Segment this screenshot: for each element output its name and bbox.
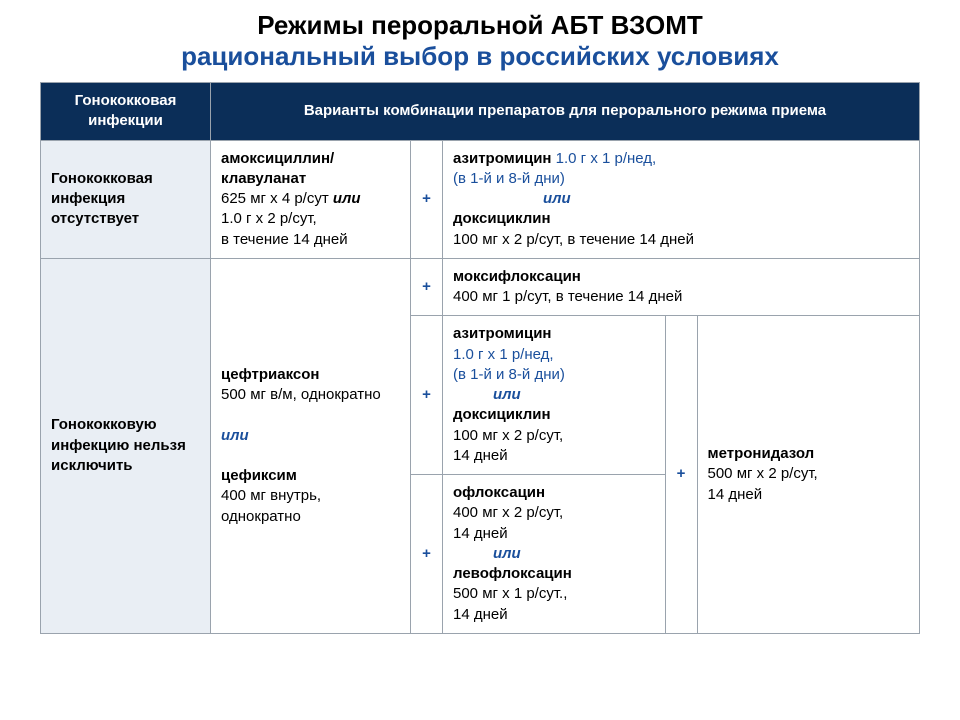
cefix-name: цефиксим xyxy=(221,467,297,484)
title-line2: рациональный выбор в российских условиях xyxy=(40,41,920,72)
row-absent-drugA: амоксициллин/ клавуланат 625 мг х 4 р/су… xyxy=(211,140,411,258)
oflox-dose: 400 мг х 2 р/сут, xyxy=(453,504,563,521)
oflox-name: офлоксацин xyxy=(453,484,545,501)
table-header-row: Гонококковая инфекции Варианты комбинаци… xyxy=(41,83,920,141)
metro-dur: 14 дней xyxy=(708,486,763,503)
metro-name: метронидазол xyxy=(708,445,815,462)
row-absent-drugB: азитромицин 1.0 г х 1 р/нед, (в 1-й и 8-… xyxy=(443,140,920,258)
azithro-days-1: (в 1-й и 8-й дни) xyxy=(453,170,565,187)
metro-plus: + xyxy=(665,316,697,634)
metro-dose: 500 мг х 2 р/сут, xyxy=(708,465,818,482)
azithro-days-2: (в 1-й и 8-й дни) xyxy=(453,366,565,383)
levo-name: левофлоксацин xyxy=(453,565,572,582)
moxi-dose: 400 мг 1 р/сут, в течение 14 дней xyxy=(453,288,682,305)
row-present-basedrug: цефтриаксон 500 мг в/м, однократно или ц… xyxy=(211,258,411,633)
row-absent: Гонококковая инфекция отсутствует амокси… xyxy=(41,140,920,258)
doxy-dose-2: 100 мг х 2 р/сут, xyxy=(453,427,563,444)
doxy-name-1: доксициклин xyxy=(453,210,551,227)
header-col1: Гонококковая инфекции xyxy=(41,83,211,141)
moxi-name: моксифлоксацин xyxy=(453,268,581,285)
doxy-dose-1: 100 мг х 2 р/сут, в течение 14 дней xyxy=(453,231,694,248)
row1-or: или xyxy=(543,189,571,209)
opt1-cell: моксифлоксацин 400 мг 1 р/сут, в течение… xyxy=(443,258,920,316)
azithro-dose-1: 1.0 г х 1 р/нед, xyxy=(552,150,657,167)
cefix-dose: 400 мг внутрь, однократно xyxy=(221,487,321,524)
opt2-cell: азитромицин 1.0 г х 1 р/нед, (в 1-й и 8-… xyxy=(443,316,666,475)
ceftri-name: цефтриаксон xyxy=(221,366,319,383)
amox-dose2: 1.0 г х 2 р/сут, xyxy=(221,210,317,227)
doxy-dur-2: 14 дней xyxy=(453,447,508,464)
metro-cell: метронидазол 500 мг х 2 р/сут, 14 дней xyxy=(697,316,920,634)
opt3-or: или xyxy=(493,544,521,564)
levo-dose: 500 мг х 1 р/сут., xyxy=(453,585,567,602)
ceftri-dose: 500 мг в/м, однократно xyxy=(221,386,381,403)
title-line1: Режимы пероральной АБТ ВЗОМТ xyxy=(40,10,920,41)
opt3-cell: офлоксацин 400 мг х 2 р/сут, 14 дней или… xyxy=(443,475,666,634)
oflox-dur: 14 дней xyxy=(453,525,508,542)
base-or: или xyxy=(221,427,249,444)
amox-duration: в течение 14 дней xyxy=(221,231,348,248)
page-container: Режимы пероральной АБТ ВЗОМТ рациональны… xyxy=(0,0,960,654)
amox-dose1: 625 мг х 4 р/сут xyxy=(221,190,333,207)
row-absent-plus: + xyxy=(411,140,443,258)
opt1-plus: + xyxy=(411,258,443,316)
levo-dur: 14 дней xyxy=(453,606,508,623)
amox-or: или xyxy=(333,190,361,207)
opt2-plus: + xyxy=(411,316,443,475)
header-col2: Варианты комбинации препаратов для перор… xyxy=(211,83,920,141)
row-absent-label: Гонококковая инфекция отсутствует xyxy=(41,140,211,258)
row-present-opt1: Гонококковую инфекцию нельзя исключить ц… xyxy=(41,258,920,316)
opt3-plus: + xyxy=(411,475,443,634)
abt-table: Гонококковая инфекции Варианты комбинаци… xyxy=(40,82,920,634)
azithro-dose-2: 1.0 г х 1 р/нед, xyxy=(453,346,554,363)
opt2-or: или xyxy=(493,385,521,405)
amox-name: амоксициллин/ клавуланат xyxy=(221,150,334,187)
doxy-name-2: доксициклин xyxy=(453,406,551,423)
row-present-label: Гонококковую инфекцию нельзя исключить xyxy=(41,258,211,633)
azithro-name-1: азитромицин xyxy=(453,150,552,167)
azithro-name-2: азитромицин xyxy=(453,325,552,342)
